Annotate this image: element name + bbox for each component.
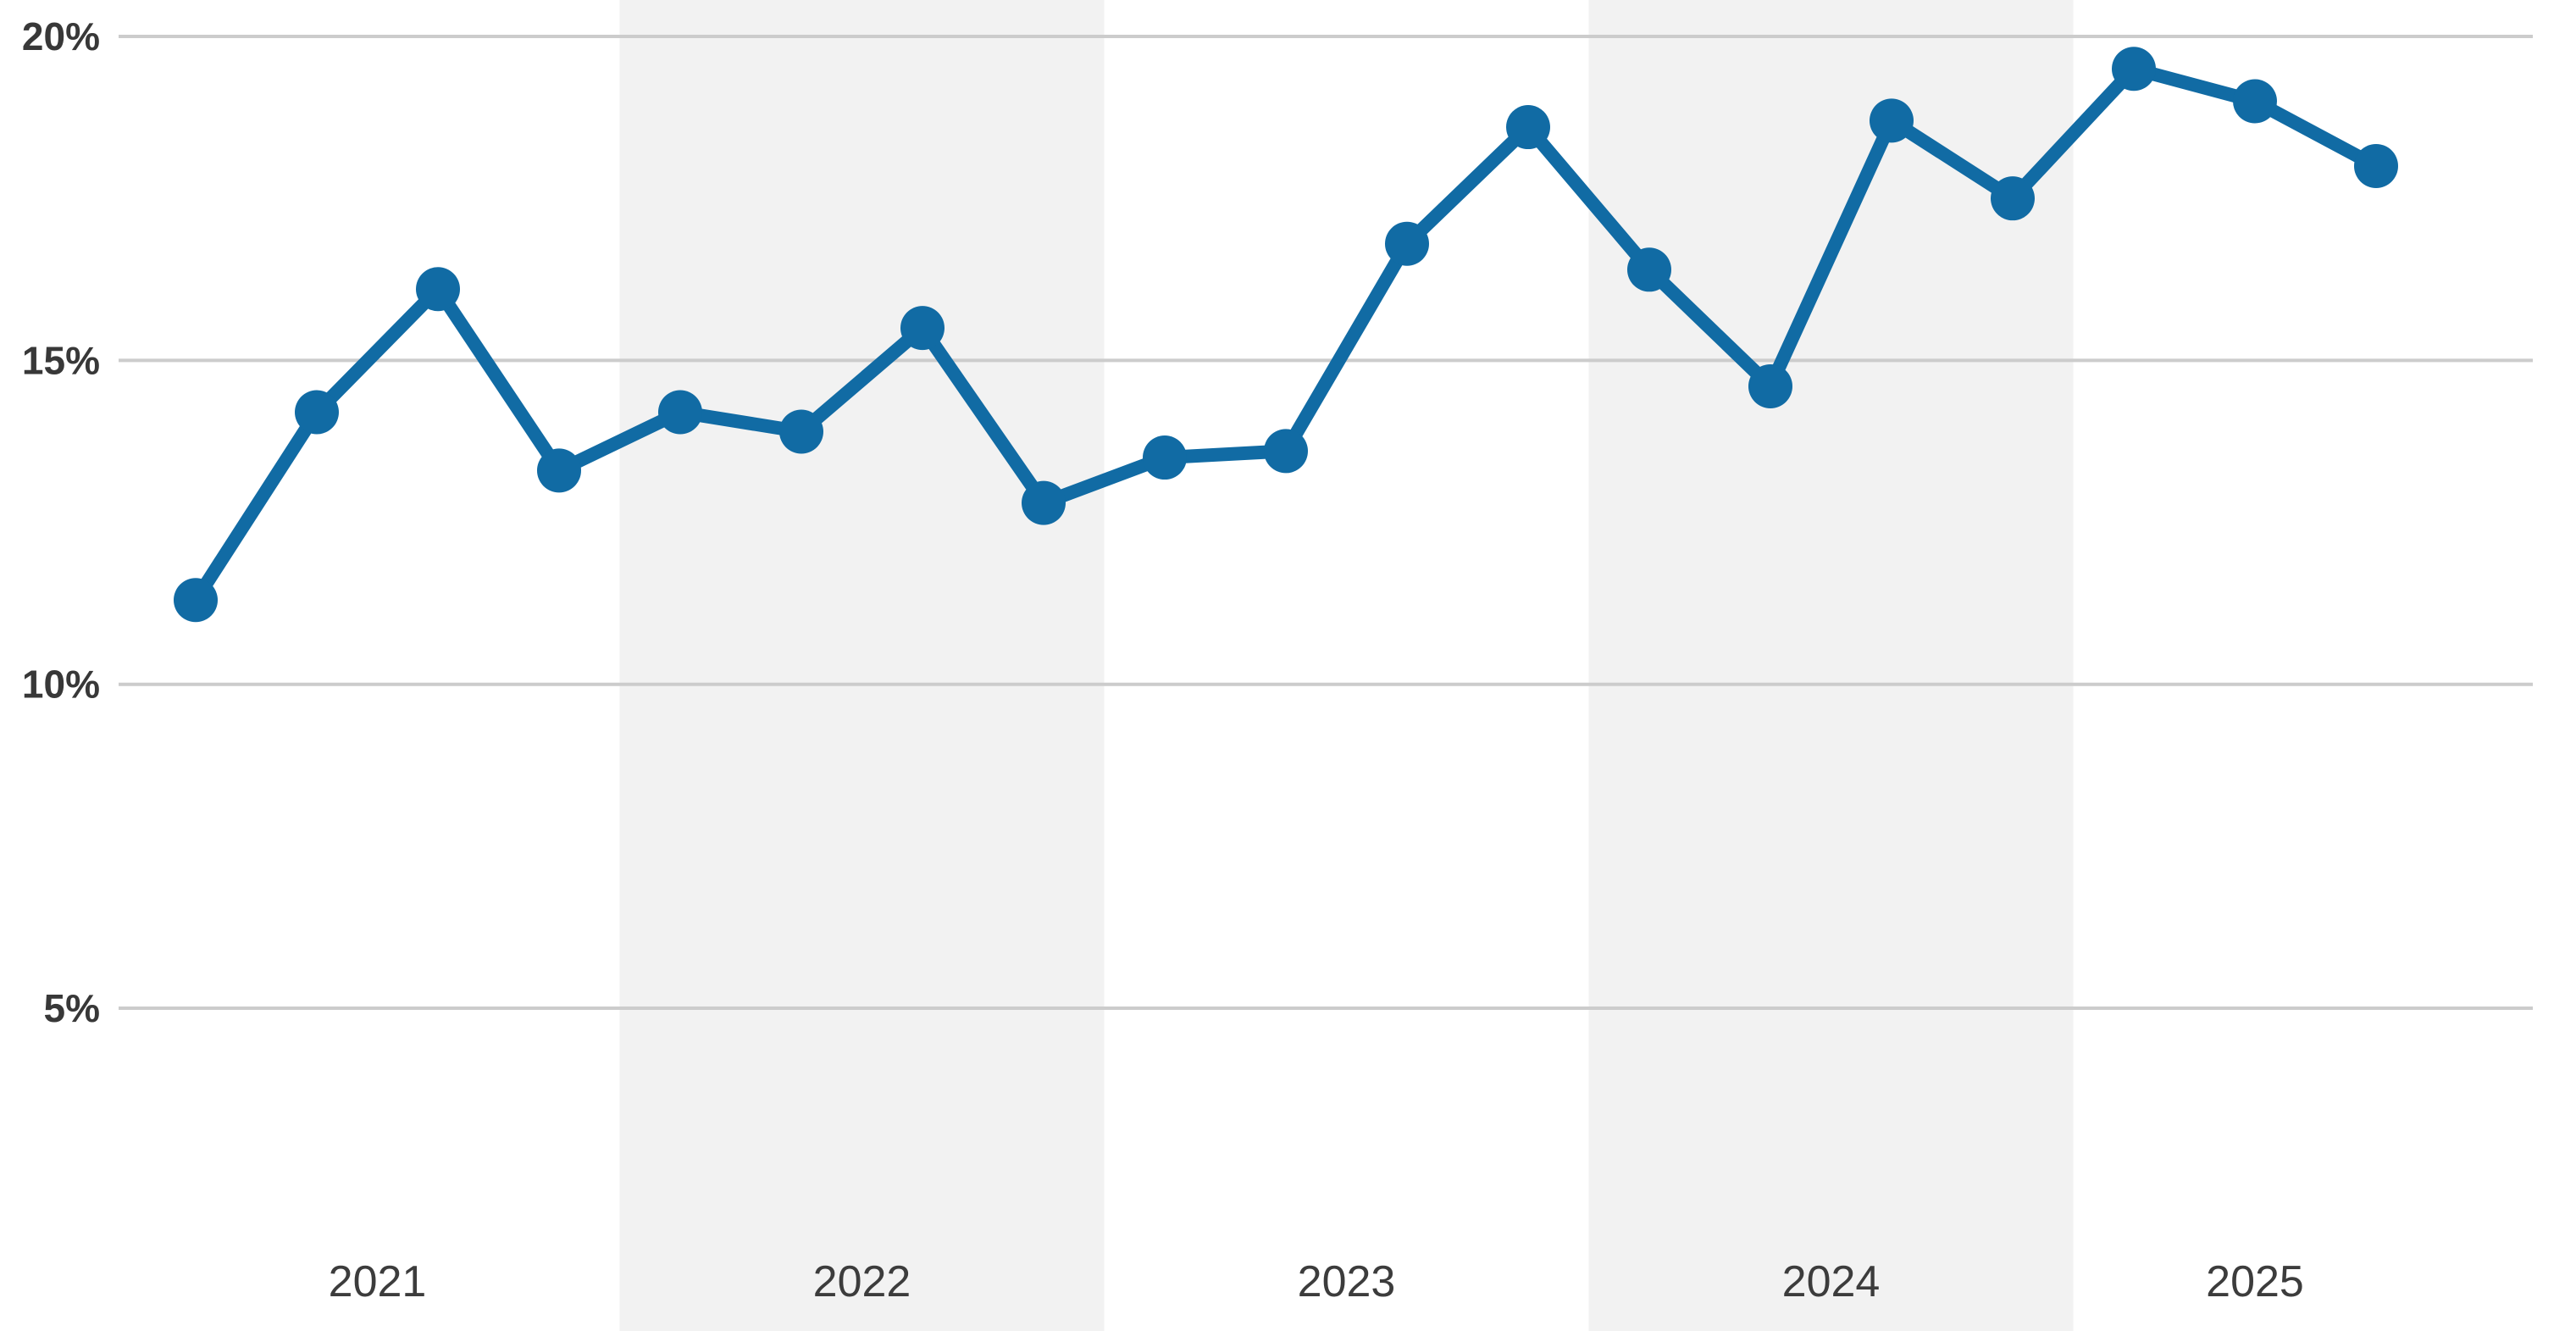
data-point-marker-2025-Q3 bbox=[2354, 143, 2398, 188]
x-axis-year-label-2022: 2022 bbox=[813, 1257, 911, 1306]
data-point-marker-2024-Q1 bbox=[1627, 247, 1671, 292]
data-point-marker-2021-Q2 bbox=[295, 390, 339, 435]
x-axis-year-label-2024: 2024 bbox=[1782, 1257, 1881, 1306]
y-tick-label-5%: 5% bbox=[44, 986, 100, 1030]
x-axis-year-label-2023: 2023 bbox=[1298, 1257, 1396, 1306]
x-axis-year-label-2021: 2021 bbox=[329, 1257, 427, 1306]
data-point-marker-2022-Q1 bbox=[658, 390, 702, 435]
data-point-marker-2023-Q4 bbox=[1506, 105, 1550, 150]
data-point-marker-2024-Q3 bbox=[1870, 98, 1914, 143]
data-point-marker-2023-Q2 bbox=[1264, 429, 1308, 474]
data-point-marker-2023-Q3 bbox=[1385, 221, 1429, 266]
data-point-marker-2021-Q3 bbox=[416, 267, 460, 312]
data-point-marker-2025-Q2 bbox=[2233, 79, 2277, 124]
data-point-marker-2021-Q4 bbox=[537, 448, 581, 493]
y-tick-label-15%: 15% bbox=[22, 338, 100, 382]
data-point-marker-2022-Q4 bbox=[1022, 480, 1066, 525]
data-point-marker-2021-Q1 bbox=[174, 578, 218, 623]
data-point-marker-2022-Q2 bbox=[779, 409, 823, 454]
data-point-marker-2024-Q4 bbox=[1991, 176, 2035, 221]
data-point-marker-2023-Q1 bbox=[1143, 435, 1187, 480]
y-tick-label-10%: 10% bbox=[22, 663, 100, 707]
data-point-marker-2024-Q2 bbox=[1748, 363, 1792, 408]
year-band-2024 bbox=[1588, 0, 2074, 1331]
year-band-2022 bbox=[619, 0, 1105, 1331]
y-tick-label-20%: 20% bbox=[22, 14, 100, 58]
data-point-marker-2022-Q3 bbox=[900, 306, 945, 351]
data-point-marker-2025-Q1 bbox=[2112, 47, 2156, 92]
x-axis-year-label-2025: 2025 bbox=[2206, 1257, 2304, 1306]
